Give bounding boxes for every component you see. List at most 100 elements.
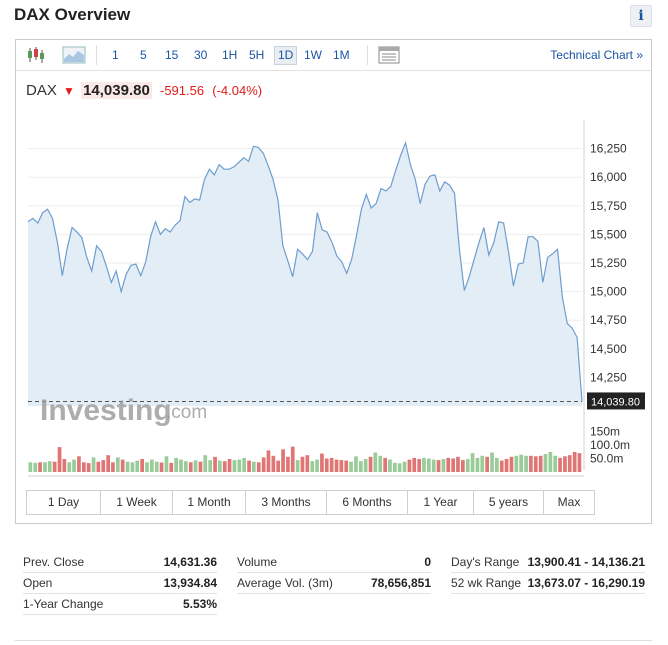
table-view-icon[interactable] (377, 45, 401, 65)
volume-bar (441, 459, 446, 472)
volume-bar (164, 456, 169, 472)
down-arrow-icon: ▼ (63, 84, 75, 98)
volume-bar (242, 457, 246, 472)
period-button[interactable]: 1H (222, 48, 238, 62)
volume-bar (572, 452, 577, 472)
volume-bar (43, 462, 47, 472)
volume-bar (354, 456, 358, 472)
volume-bar (252, 461, 256, 472)
volume-bar (339, 460, 344, 472)
volume-bar (558, 457, 562, 472)
stat-label: Prev. Close (23, 555, 85, 569)
period-button[interactable]: 5H (249, 48, 265, 62)
period-button[interactable]: 1 (112, 48, 119, 62)
volume-bar (495, 457, 499, 472)
volume-bar (519, 454, 523, 472)
volume-bar (271, 455, 276, 472)
range-button[interactable]: Max (544, 491, 594, 514)
volume-bar (465, 459, 470, 472)
volume-bar (174, 457, 178, 472)
range-button[interactable]: 1 Week (101, 491, 173, 514)
volume-bar (470, 453, 475, 472)
stat-value: 5.53% (182, 597, 217, 611)
stat-value: 13,673.07 - 16,290.19 (527, 576, 645, 590)
stats-col-2: Volume 0 Average Vol. (3m) 78,656,851 (237, 552, 431, 594)
stats-col-1: Prev. Close 14,631.36 Open 13,934.84 1-Yea… (23, 552, 217, 615)
volume-bar (120, 459, 125, 472)
y-axis: 16,250 16,000 15,750 15,500 15,250 15,000 14,7… (590, 142, 627, 385)
volume-bar (529, 455, 533, 472)
volume-bar (446, 457, 451, 472)
price-change-pct: (-4.04%) (212, 83, 263, 98)
volume-bar (485, 456, 489, 472)
volume-bar (456, 456, 460, 472)
stat-row: Prev. Close 14,631.36 (23, 552, 217, 573)
volume-bar (188, 462, 193, 472)
stat-row: Average Vol. (3m) 78,656,851 (237, 573, 431, 594)
volume-bar (159, 462, 164, 472)
stat-row: Open 13,934.84 (23, 573, 217, 594)
volume-bar (261, 457, 266, 472)
price-chart[interactable]: 16,250 16,000 15,750 15,500 15,250 15,000 14,7… (16, 110, 651, 480)
volume-bar (412, 457, 417, 472)
x-axis: 8Oct '21Nov '21Dec '21Jan '22Feb '2216 (28, 475, 584, 477)
volume-bar (77, 456, 81, 472)
range-button[interactable]: 5 years (474, 491, 544, 514)
stat-value: 13,900.41 - 14,136.21 (527, 555, 645, 569)
y-tick-label: 14,500 (590, 342, 627, 356)
period-button[interactable]: 5 (140, 48, 147, 62)
stat-value: 14,631.36 (163, 555, 217, 569)
range-button[interactable]: 3 Months (246, 491, 327, 514)
volume-bar (383, 457, 387, 472)
volume-bar (111, 462, 115, 472)
range-button[interactable]: 1 Year (408, 491, 474, 514)
range-button[interactable]: 1 Month (173, 491, 246, 514)
volume-bar (179, 459, 183, 472)
info-icon[interactable]: i (630, 5, 652, 27)
period-button[interactable]: 30 (194, 48, 208, 62)
period-button[interactable]: 1M (333, 48, 350, 62)
volume-bar (140, 459, 144, 472)
volume-bar (232, 460, 237, 472)
volume-bar (359, 461, 363, 472)
stat-label: 52 wk Range (451, 576, 522, 590)
volume-bar (378, 455, 383, 472)
volume-bar (407, 459, 412, 472)
volume-bar (276, 460, 280, 472)
volume-bar (533, 456, 538, 472)
divider (15, 640, 652, 641)
range-button[interactable]: 6 Months (327, 491, 408, 514)
volume-bar (154, 461, 159, 472)
range-button[interactable]: 1 Day (27, 491, 101, 514)
volume-bar (427, 458, 431, 472)
stat-label: Open (23, 576, 53, 590)
y-tick-label: 15,500 (590, 227, 627, 241)
volume-bar (256, 462, 261, 472)
volume-bar (363, 459, 368, 472)
candlestick-icon[interactable] (24, 45, 48, 65)
volume-bar (213, 456, 217, 472)
volume-bar (101, 460, 106, 472)
volume-bar (543, 454, 548, 472)
volume-bar (475, 457, 480, 472)
volume-bar (509, 456, 514, 472)
volume-bar (222, 461, 227, 472)
period-button[interactable]: 15 (165, 48, 179, 62)
volume-bar (86, 463, 91, 472)
volume-bar (524, 455, 528, 472)
area-chart-icon[interactable] (62, 45, 86, 65)
volume-bar (436, 460, 441, 472)
investing-logo: Investing .com (40, 394, 207, 427)
technical-chart-link[interactable]: Technical Chart » (550, 48, 643, 62)
volume-bar (218, 460, 222, 472)
volume-bar (135, 460, 140, 472)
last-price-label: 14,039.80 (591, 396, 640, 408)
period-button-active[interactable]: 1D (274, 46, 298, 65)
stats-col-3: Day's Range 13,900.41 - 14,136.21 52 wk R… (451, 552, 645, 594)
volume-bar (28, 462, 33, 472)
volume-tick-label: 150m (590, 424, 620, 438)
volume-bar (480, 455, 485, 472)
volume-bar (237, 459, 242, 472)
volume-bar (329, 457, 334, 472)
period-button[interactable]: 1W (304, 48, 322, 62)
